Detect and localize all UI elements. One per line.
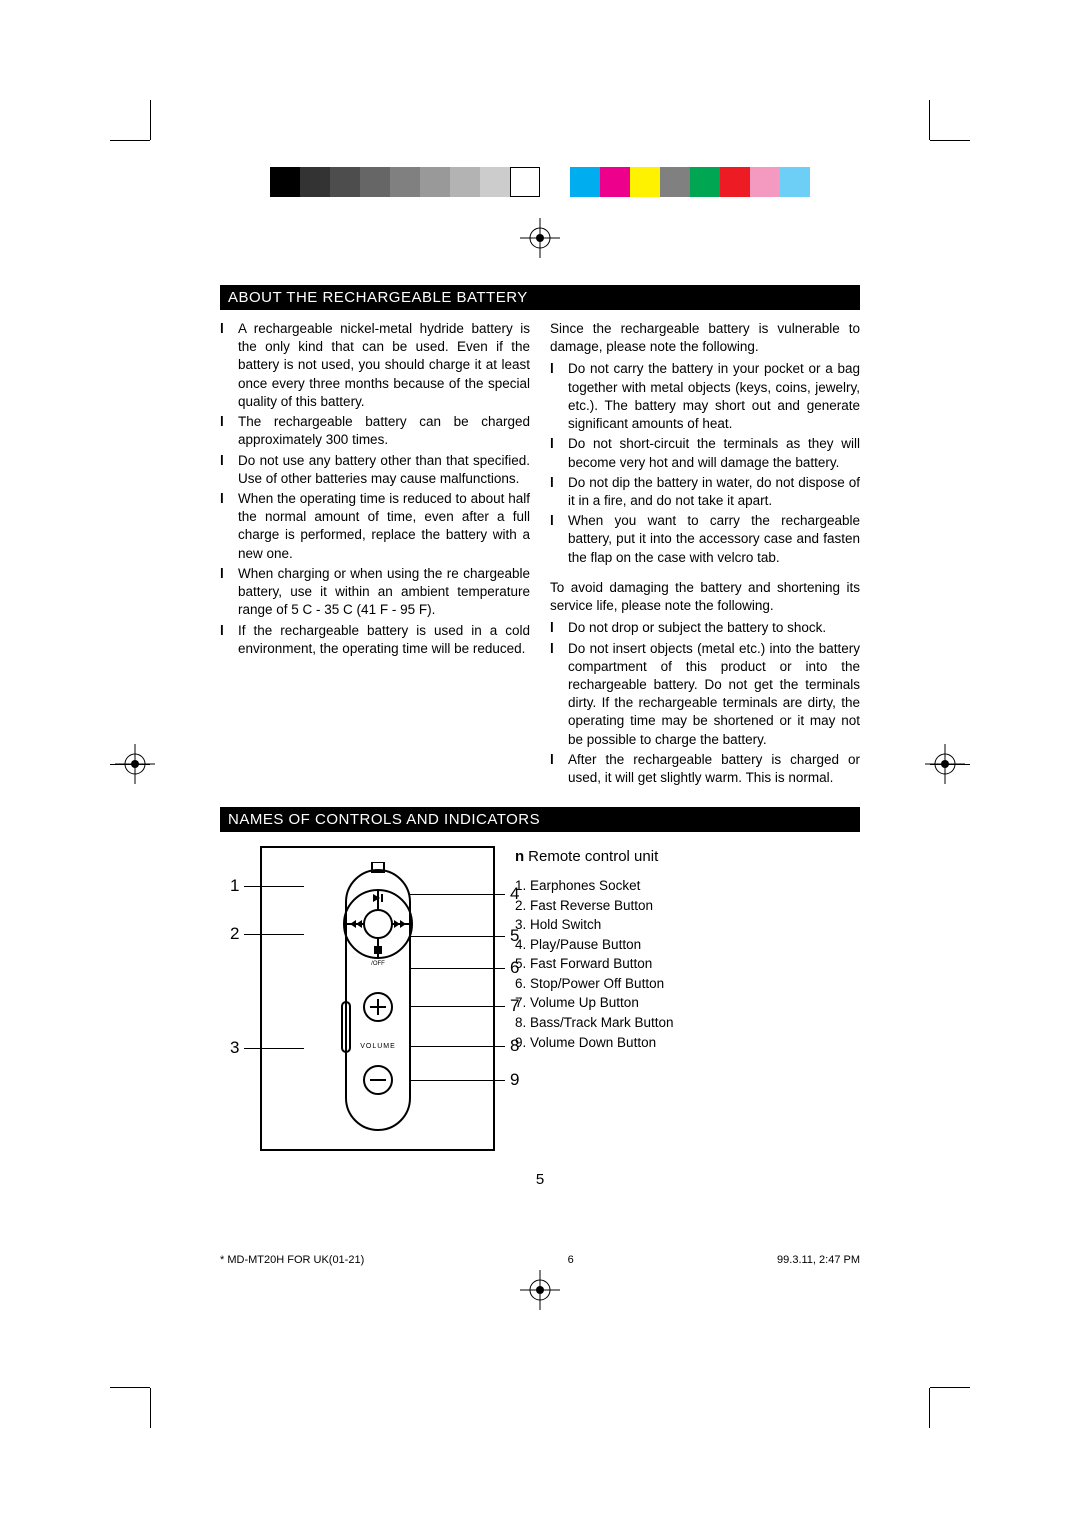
section-title-battery: ABOUT THE RECHARGEABLE BATTERY bbox=[220, 285, 860, 310]
page-number: 5 bbox=[220, 1171, 860, 1188]
crop-mark bbox=[929, 1388, 930, 1428]
legend-item: 7. Volume Up Button bbox=[515, 993, 860, 1013]
section-title-controls: NAMES OF CONTROLS AND INDICATORS bbox=[220, 807, 860, 832]
legend-item: 2. Fast Reverse Button bbox=[515, 896, 860, 916]
footer: * MD-MT20H FOR UK(01-21) 6 99.3.11, 2:47… bbox=[220, 1254, 860, 1266]
battery-intro-1: Since the rechargeable battery is vulner… bbox=[550, 320, 860, 356]
callout-line bbox=[410, 1046, 505, 1047]
colorbar-swatch bbox=[450, 167, 480, 197]
registration-mark-icon bbox=[115, 744, 155, 784]
callout-number: 3 bbox=[230, 1038, 239, 1058]
crop-mark bbox=[110, 140, 150, 141]
legend-item: 6. Stop/Power Off Button bbox=[515, 974, 860, 994]
colorbar-swatch bbox=[390, 167, 420, 197]
remote-control-diagram: /OFF VOLUME bbox=[260, 846, 495, 1151]
callout-number: 8 bbox=[510, 1036, 519, 1056]
bullet-item: Do not insert objects (metal etc.) into … bbox=[550, 640, 860, 749]
callout-number: 2 bbox=[230, 924, 239, 944]
battery-notes-left: A rechargeable nickel-metal hydride batt… bbox=[220, 320, 530, 658]
legend-item: 9. Volume Down Button bbox=[515, 1033, 860, 1053]
legend-item: 8. Bass/Track Mark Button bbox=[515, 1013, 860, 1033]
bullet-item: The rechargeable battery can be charged … bbox=[220, 413, 530, 449]
battery-notes-right-2: Do not drop or subject the battery to sh… bbox=[550, 619, 860, 787]
crop-mark bbox=[930, 1387, 970, 1388]
colorbar-swatch bbox=[690, 167, 720, 197]
registration-mark-icon bbox=[520, 1270, 560, 1310]
footer-center: 6 bbox=[568, 1254, 574, 1266]
bullet-item: Do not use any battery other than that s… bbox=[220, 452, 530, 488]
callout-line bbox=[410, 936, 505, 937]
footer-left: * MD-MT20H FOR UK(01-21) bbox=[220, 1254, 364, 1266]
bullet-item: Do not drop or subject the battery to sh… bbox=[550, 619, 860, 637]
registration-mark-icon bbox=[925, 744, 965, 784]
colorbar-swatch bbox=[300, 167, 330, 197]
bullet-item: Do not dip the battery in water, do not … bbox=[550, 474, 860, 510]
bullet-item: Do not short-circuit the terminals as th… bbox=[550, 435, 860, 471]
bullet-item: Do not carry the battery in your pocket … bbox=[550, 360, 860, 433]
page-content: ABOUT THE RECHARGEABLE BATTERY A recharg… bbox=[220, 285, 860, 1188]
crop-mark bbox=[110, 1387, 150, 1388]
bullet-item: If the rechargeable battery is used in a… bbox=[220, 622, 530, 658]
bullet-item: When charging or when using the re charg… bbox=[220, 565, 530, 620]
callout-line bbox=[410, 894, 505, 895]
callout-number: 4 bbox=[510, 884, 519, 904]
crop-mark bbox=[150, 1388, 151, 1428]
colorbar-swatch bbox=[720, 167, 750, 197]
callout-line bbox=[410, 1006, 505, 1007]
remote-control-icon: /OFF VOLUME bbox=[318, 862, 438, 1142]
legend-item: 4. Play/Pause Button bbox=[515, 935, 860, 955]
colorbar-swatch bbox=[780, 167, 810, 197]
svg-text:/OFF: /OFF bbox=[371, 961, 385, 967]
registration-mark-icon bbox=[520, 218, 560, 258]
colorbar-swatch bbox=[420, 167, 450, 197]
colorbar-swatch bbox=[330, 167, 360, 197]
legend-title: nRemote control unit bbox=[515, 846, 860, 868]
legend-item: 5. Fast Forward Button bbox=[515, 954, 860, 974]
footer-right: 99.3.11, 2:47 PM bbox=[777, 1254, 860, 1266]
bullet-item: When you want to carry the rechargeable … bbox=[550, 512, 860, 567]
colorbar-swatch bbox=[630, 167, 660, 197]
bullet-item: A rechargeable nickel-metal hydride batt… bbox=[220, 320, 530, 411]
crop-mark bbox=[929, 100, 930, 140]
callout-line bbox=[410, 968, 505, 969]
colorbar-swatch bbox=[270, 167, 300, 197]
colorbar-swatch bbox=[600, 167, 630, 197]
colorbar-swatch bbox=[570, 167, 600, 197]
colorbar-swatch bbox=[750, 167, 780, 197]
legend-item: 1. Earphones Socket bbox=[515, 876, 860, 896]
svg-text:VOLUME: VOLUME bbox=[360, 1043, 396, 1050]
crop-mark bbox=[150, 100, 151, 140]
callout-number: 1 bbox=[230, 876, 239, 896]
callout-line bbox=[410, 1080, 505, 1081]
colorbar-swatch bbox=[360, 167, 390, 197]
legend-item: 3. Hold Switch bbox=[515, 915, 860, 935]
crop-mark bbox=[930, 140, 970, 141]
colorbar-swatch bbox=[660, 167, 690, 197]
callout-number: 7 bbox=[510, 996, 519, 1016]
bullet-item: When the operating time is reduced to ab… bbox=[220, 490, 530, 563]
colorbar-swatch bbox=[510, 167, 540, 197]
battery-notes-right-1: Do not carry the battery in your pocket … bbox=[550, 360, 860, 566]
controls-legend-list: 1. Earphones Socket2. Fast Reverse Butto… bbox=[515, 876, 860, 1052]
callout-number: 6 bbox=[510, 958, 519, 978]
bullet-item: After the rechargeable battery is charge… bbox=[550, 751, 860, 787]
colorbar-swatch bbox=[480, 167, 510, 197]
callout-number: 9 bbox=[510, 1070, 519, 1090]
battery-intro-2: To avoid damaging the battery and shorte… bbox=[550, 579, 860, 615]
color-calibration-bars bbox=[270, 167, 810, 197]
callout-number: 5 bbox=[510, 926, 519, 946]
